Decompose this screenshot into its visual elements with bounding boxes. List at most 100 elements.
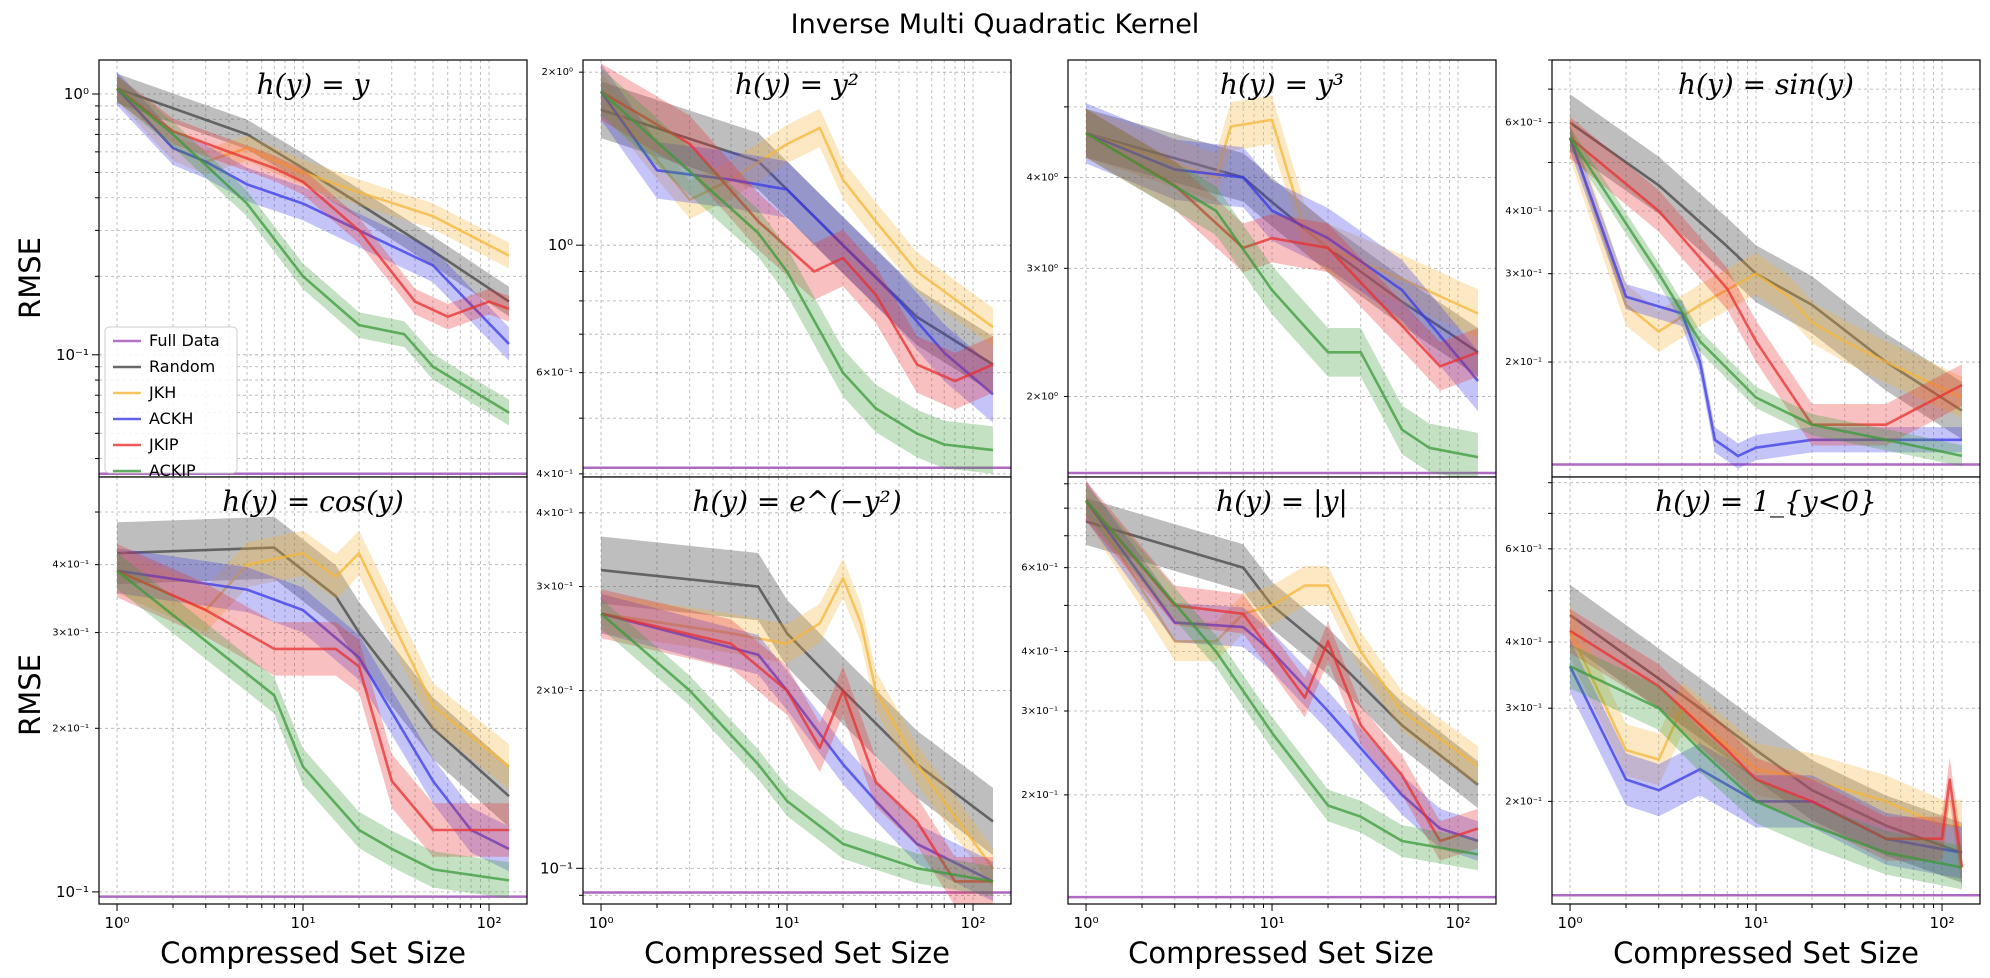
series-ackip-line xyxy=(1569,665,1963,869)
series-ackip-line xyxy=(600,612,994,883)
x-tick-label: 10⁰ xyxy=(104,914,129,932)
series-jkip-band xyxy=(1086,108,1478,391)
legend-label: Full Data xyxy=(149,331,220,350)
series-ackh-line xyxy=(1085,132,1479,382)
y-tick-label: 2×10⁻¹ xyxy=(1021,790,1058,801)
series-jkh-band xyxy=(1086,480,1478,786)
y-tick-label: 2×10⁻¹ xyxy=(1505,357,1542,368)
x-tick-label: 10² xyxy=(960,914,985,932)
chart-panel-7: 2×10⁻¹ 3×10⁻¹ 4×10⁻¹ 6×10⁻¹ 10⁰ 10¹ 10² h(y) = … xyxy=(1021,476,1497,932)
series-random-line xyxy=(116,546,510,798)
figure-title: Inverse Multi Quadratic Kernel xyxy=(791,9,1200,40)
legend-box xyxy=(104,326,238,474)
panel-title: h(y) = y³ xyxy=(1220,68,1344,101)
legend-label: JKIP xyxy=(148,435,179,454)
series-ackh-band xyxy=(601,593,993,902)
series-ackh-band xyxy=(117,548,509,872)
y-tick-label: 3×10⁻¹ xyxy=(536,582,573,593)
series-jkh-band xyxy=(1570,604,1962,852)
y-tick-label: 6×10⁻¹ xyxy=(1505,118,1542,129)
x-axis-label-col1: Compressed Set Size xyxy=(160,936,466,970)
series-jkip-band xyxy=(1570,116,1962,446)
series-jkh-band xyxy=(1086,95,1478,338)
grid xyxy=(1068,60,1496,477)
x-axis-label-col4: Compressed Set Size xyxy=(1613,936,1919,970)
x-tick-label: 10¹ xyxy=(1743,914,1768,932)
y-tick-label: 3×10⁻¹ xyxy=(1021,706,1058,717)
series-jkh-line xyxy=(600,576,995,870)
series-ackh-band xyxy=(1570,125,1962,469)
series-ackh-band xyxy=(1086,103,1478,412)
series-jkip-line xyxy=(600,90,994,383)
series-jkip-band xyxy=(1086,480,1478,861)
axes-frame xyxy=(98,476,528,905)
series-jkip-line xyxy=(600,612,993,883)
series-jkh-line xyxy=(1085,118,1479,315)
series-random-line xyxy=(600,568,994,823)
y-tick-label: 10⁰ xyxy=(548,236,573,254)
legend-label: ACKH xyxy=(149,409,193,428)
chart-panel-3: 2×10⁰ 3×10⁰ 4×10⁰ h(y) = y³ xyxy=(1027,59,1497,484)
series-jkh-line xyxy=(1568,630,1962,827)
x-tick-label: 10¹ xyxy=(1259,914,1284,932)
x-axis-label-col3: Compressed Set Size xyxy=(1128,936,1434,970)
plot-area xyxy=(1552,60,1980,477)
y-tick-label: 10⁻¹ xyxy=(56,346,89,364)
series-jkh-band xyxy=(117,75,509,269)
series-random-band xyxy=(601,536,993,856)
series-jkip-line xyxy=(1569,629,1964,868)
series-random-band xyxy=(1570,94,1962,440)
x-tick-label: 10¹ xyxy=(774,914,799,932)
legend-label: ACKIP xyxy=(149,461,196,480)
series-random-band xyxy=(1086,498,1478,809)
y-tick-label: 2×10⁻¹ xyxy=(52,723,89,734)
series-ackip-line xyxy=(600,90,994,452)
y-tick-label: 3×10⁻¹ xyxy=(52,628,89,639)
chart-panel-6: 10⁻¹ 2×10⁻¹ 3×10⁻¹ 4×10⁻¹ 10⁰ 10¹ 10² h(y) = e^… xyxy=(536,476,1012,932)
series-ackip-line xyxy=(1085,499,1479,856)
series-jkh-band xyxy=(117,530,509,790)
series-jkip-line xyxy=(1085,499,1479,843)
y-tick-label: 3×10⁰ xyxy=(1027,263,1058,274)
y-tick-label: 10⁻¹ xyxy=(540,859,573,877)
panel-title: h(y) = y xyxy=(257,68,371,101)
series-jkh-line xyxy=(116,551,510,768)
x-axis-label-col2: Compressed Set Size xyxy=(644,936,950,970)
y-tick-label: 10⁻¹ xyxy=(56,883,89,901)
plot-area xyxy=(99,477,527,904)
chart-panel-2: 4×10⁻¹ 6×10⁻¹ 10⁰ 2×10⁰ h(y) = y² xyxy=(536,59,1012,484)
x-tick-label: 10⁰ xyxy=(1557,914,1582,932)
series-ackh-band xyxy=(117,71,509,361)
grid xyxy=(583,477,1011,904)
panel-title: h(y) = |y| xyxy=(1216,485,1348,518)
grid xyxy=(99,477,527,904)
series-random-band xyxy=(1570,584,1962,883)
series-ackip-line xyxy=(116,87,510,414)
series-ackh-line xyxy=(1568,137,1962,458)
x-tick-label: 10² xyxy=(476,914,501,932)
y-tick-label: 6×10⁻¹ xyxy=(1021,563,1058,574)
chart-panel-5: 10⁻¹ 2×10⁻¹ 3×10⁻¹ 4×10⁻¹ 10⁰ 10¹ 10² h(y) = co… xyxy=(52,476,528,932)
y-tick-label: 4×10⁰ xyxy=(1027,172,1058,183)
series-jkip-band xyxy=(117,543,509,857)
series-ackip-band xyxy=(1086,484,1478,871)
series-ackh-line xyxy=(1084,499,1479,843)
y-tick-label: 2×10⁰ xyxy=(1027,391,1058,402)
y-axis-label-top: RMSE xyxy=(13,237,47,319)
panel-title: h(y) = sin(y) xyxy=(1678,68,1854,101)
series-random-band xyxy=(601,81,993,393)
plot-area xyxy=(583,60,1011,477)
panel-title: h(y) = e^(−y²) xyxy=(692,485,901,518)
series-ackip-band xyxy=(1570,127,1962,467)
series-jkh-line xyxy=(599,90,994,329)
y-tick-label: 2×10⁻¹ xyxy=(536,686,573,697)
y-tick-label: 3×10⁻¹ xyxy=(1505,703,1542,714)
series-jkip-line xyxy=(1085,132,1479,368)
axes-frame xyxy=(1067,476,1497,905)
panel-title: h(y) = 1_{y<0} xyxy=(1655,485,1877,518)
y-axis-label-bottom: RMSE xyxy=(13,654,47,736)
y-tick-label: 2×10⁰ xyxy=(542,67,573,78)
x-tick-label: 10² xyxy=(1445,914,1470,932)
y-tick-label: 2×10⁻¹ xyxy=(1505,796,1542,807)
